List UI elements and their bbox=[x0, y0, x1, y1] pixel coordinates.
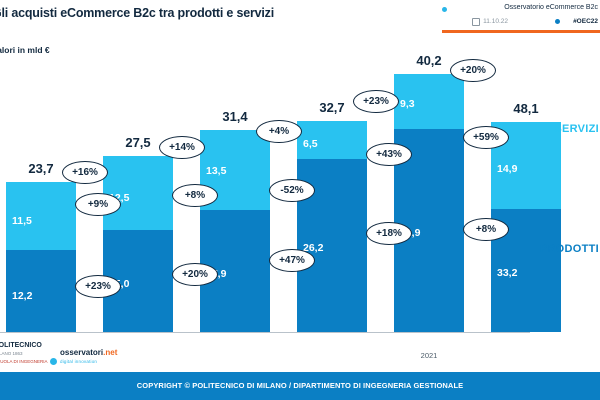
bar-total-2017: 23,7 bbox=[28, 161, 54, 176]
bar-group-2022[interactable]: 33,2 14,9 48,1 2022 bbox=[491, 101, 561, 400]
bar-group-2018[interactable]: 15,0 12,5 27,5 2018 bbox=[103, 135, 173, 332]
growth-bubble-total-2018: +16% bbox=[62, 161, 108, 184]
bar-total-2019: 31,4 bbox=[222, 109, 248, 124]
bar-label-services: 6,5 bbox=[303, 138, 318, 150]
growth-bubble-products-2018: +23% bbox=[75, 275, 121, 298]
growth-bubble-products-2021: +18% bbox=[366, 222, 412, 245]
x-axis-line bbox=[0, 332, 530, 333]
bar-segment-services bbox=[297, 121, 367, 159]
growth-bubble-total-2022: +20% bbox=[450, 59, 496, 82]
growth-bubble-total-2019: +14% bbox=[159, 136, 205, 159]
brand-bar bbox=[442, 0, 600, 30]
logo-politecnico-name: POLITECNICO bbox=[0, 342, 42, 349]
growth-bubble-total-2020: +4% bbox=[256, 120, 302, 143]
logo-osservatori-sub: digital innovation bbox=[60, 359, 98, 364]
brand-hashtag: #OEC22 bbox=[573, 18, 598, 25]
growth-bubble-services-2020: -52% bbox=[269, 179, 315, 202]
logo-politecnico: POLITECNICO MILANO 1863 SCUOLA DI INGEGN… bbox=[0, 342, 48, 366]
growth-bubble-services-2021: +43% bbox=[366, 143, 412, 166]
growth-bubble-products-2019: +20% bbox=[172, 263, 218, 286]
growth-bubble-products-2020: +47% bbox=[269, 249, 315, 272]
bar-label-services: 9,3 bbox=[400, 98, 415, 110]
growth-bubble-services-2019: +8% bbox=[172, 184, 218, 207]
growth-bubble-services-2022: +59% bbox=[463, 126, 509, 149]
hashtag-bullet-icon bbox=[555, 19, 560, 24]
brand-accent-line bbox=[442, 30, 600, 33]
bar-group-2020[interactable]: 26,2 6,5 32,7 2020 bbox=[297, 100, 367, 400]
legend-label-products: PRODOTTI bbox=[539, 243, 599, 255]
bar-total-2018: 27,5 bbox=[125, 135, 151, 150]
brand-date: 11.10.22 bbox=[483, 18, 508, 25]
legend-label-services: SERVIZI bbox=[554, 123, 599, 135]
logo-osservatori-name: osservatori bbox=[60, 348, 104, 357]
growth-bubble-products-2022: +8% bbox=[463, 218, 509, 241]
bar-label-services: 14,9 bbox=[497, 163, 518, 175]
bar-segment-services bbox=[394, 74, 464, 129]
page-title: Gli acquisti eCommerce B2c tra prodotti … bbox=[0, 6, 274, 20]
logo-politecnico-sub: MILANO 1863 bbox=[0, 351, 23, 356]
bar-label-services: 13,5 bbox=[206, 165, 227, 177]
bar-label-services: 11,5 bbox=[12, 215, 32, 227]
bar-total-2022: 48,1 bbox=[513, 101, 539, 116]
bar-label-products: 33,2 bbox=[497, 267, 518, 279]
calendar-icon bbox=[472, 18, 480, 26]
bar-total-2021: 40,2 bbox=[416, 53, 442, 68]
bar-label-products: 12,2 bbox=[12, 290, 33, 302]
logo-osservatori: osservatori.net digital innovation bbox=[60, 348, 117, 366]
bar-segment-products bbox=[6, 250, 76, 332]
bar-group-2021[interactable]: 30,9 9,3 40,2 2021 bbox=[394, 53, 464, 360]
growth-bubble-total-2021: +23% bbox=[353, 90, 399, 113]
brand-bullet-icon bbox=[442, 7, 447, 12]
footer-copyright: COPYRIGHT © POLITECNICO DI MILANO / DIPA… bbox=[136, 381, 464, 390]
bar-segment-services bbox=[103, 156, 173, 230]
logo-politecnico-red: SCUOLA DI INGEGNERIA bbox=[0, 359, 48, 364]
bar-segment-services bbox=[6, 182, 76, 250]
chart-subtitle: Valori in mld € bbox=[0, 45, 50, 55]
footer-bar: COPYRIGHT © POLITECNICO DI MILANO / DIPA… bbox=[0, 372, 600, 400]
growth-bubble-services-2018: +9% bbox=[75, 193, 121, 216]
bar-label-products: 26,2 bbox=[303, 242, 324, 254]
bar-group-2019[interactable]: 17,9 13,5 31,4 2019 bbox=[200, 109, 270, 332]
bar-chart: 12,2 11,5 23,7 2017 15,0 12,5 27,5 2018 … bbox=[0, 53, 600, 400]
brand-name: Osservatorio eCommerce B2c bbox=[504, 4, 598, 11]
osservatori-dot-icon bbox=[50, 358, 57, 365]
logo-osservatori-net: .net bbox=[103, 348, 118, 357]
bar-total-2020: 32,7 bbox=[319, 100, 345, 115]
bar-group-2017[interactable]: 12,2 11,5 23,7 2017 bbox=[6, 161, 76, 332]
x-tick-2021: 2021 bbox=[420, 351, 438, 360]
